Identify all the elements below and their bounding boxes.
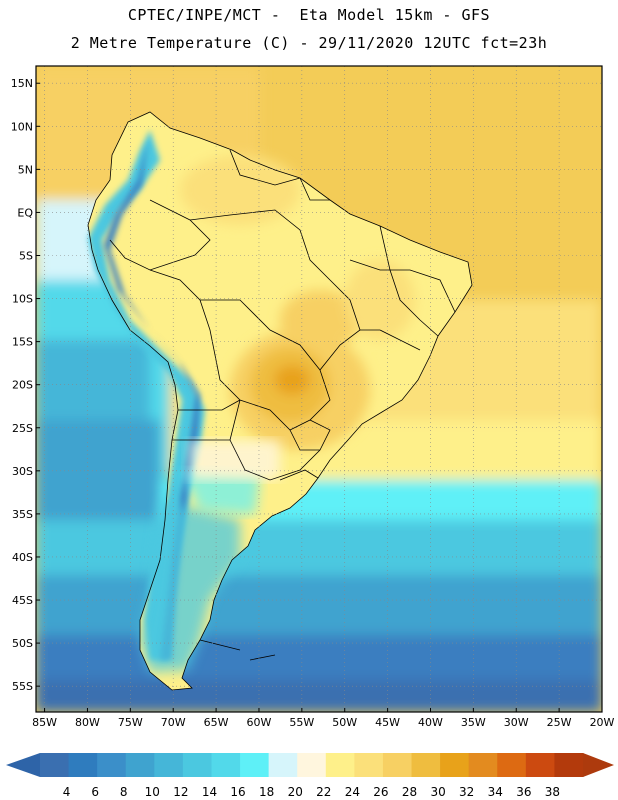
lon-label: 65W — [204, 716, 229, 729]
colorbar-label: 28 — [402, 785, 417, 799]
colorbar-swatch — [325, 753, 355, 777]
colorbar: 4 6 8 10 12 14 16 18 20 22 24 26 28 30 32 34 36 38 — [6, 753, 614, 799]
colorbar-label: 20 — [288, 785, 303, 799]
lat-label: 20S — [12, 379, 33, 392]
lat-label: 30S — [12, 465, 33, 478]
colorbar-swatch — [468, 753, 498, 777]
colorbar-swatch — [297, 753, 327, 777]
lon-label: 45W — [375, 716, 400, 729]
lat-label: 45S — [12, 594, 33, 607]
lon-label: 70W — [161, 716, 186, 729]
lat-label: 10N — [11, 120, 33, 133]
colorbar-swatch — [382, 753, 413, 777]
colorbar-swatch — [525, 753, 555, 777]
title-line-2: 2 Metre Temperature (C) - 29/11/2020 12U… — [70, 34, 548, 52]
colorbar-label: 10 — [145, 785, 160, 799]
colorbar-label: 24 — [345, 785, 360, 799]
colorbar-label: 4 — [63, 785, 71, 799]
colorbar-label: 14 — [202, 785, 217, 799]
colorbar-right-arrow — [583, 753, 614, 777]
colorbar-label: 34 — [488, 785, 503, 799]
colorbar-swatch — [40, 753, 70, 777]
longitude-labels: 85W 80W 75W 70W 65W 60W 55W 50W 45W 40W 35W 30W 25W 2… — [32, 708, 615, 729]
colorbar-swatch — [211, 753, 241, 777]
lat-label: 50S — [12, 637, 33, 650]
lon-label: 25W — [547, 716, 572, 729]
colorbar-swatch — [240, 753, 270, 777]
colorbar-label: 6 — [91, 785, 99, 799]
colorbar-swatch — [268, 753, 298, 777]
colorbar-swatch — [411, 753, 441, 777]
colorbar-label: 18 — [259, 785, 274, 799]
lon-label: 40W — [418, 716, 443, 729]
colorbar-label: 8 — [120, 785, 128, 799]
colorbar-swatch — [554, 753, 584, 777]
colorbar-label: 12 — [173, 785, 188, 799]
lat-label: 10S — [12, 293, 33, 306]
lat-label: 40S — [12, 551, 33, 564]
lat-label: EQ — [17, 206, 33, 219]
colorbar-swatch — [182, 753, 212, 777]
colorbar-label: 32 — [459, 785, 474, 799]
colorbar-swatch — [97, 753, 127, 777]
latitude-labels: 15N 10N 5N EQ 5S 10S 15S 20S 25S 30S 35S 40S 45S 50S 5… — [11, 77, 40, 693]
lon-label: 75W — [118, 716, 143, 729]
lon-label: 60W — [247, 716, 272, 729]
lat-label: 35S — [12, 508, 33, 521]
lat-label: 25S — [12, 422, 33, 435]
lon-label: 55W — [289, 716, 314, 729]
lat-label: 15N — [11, 77, 33, 90]
lon-label: 80W — [75, 716, 100, 729]
colorbar-left-arrow — [6, 753, 40, 777]
title-line-1: CPTEC/INPE/MCT - Eta Model 15km - GFS — [127, 6, 491, 24]
lat-label: 15S — [12, 336, 33, 349]
lat-label: 5S — [19, 249, 33, 262]
colorbar-label: 16 — [230, 785, 245, 799]
colorbar-label: 26 — [373, 785, 388, 799]
colorbar-swatch — [68, 753, 98, 777]
colorbar-swatch — [440, 753, 470, 777]
colorbar-label: 30 — [430, 785, 445, 799]
lon-label: 20W — [590, 716, 615, 729]
lon-label: 85W — [32, 716, 57, 729]
lon-label: 50W — [332, 716, 357, 729]
colorbar-label: 38 — [545, 785, 560, 799]
map-frame — [35, 65, 603, 713]
lat-label: 5N — [18, 163, 33, 176]
colorbar-swatch — [497, 753, 527, 777]
lon-label: 30W — [504, 716, 529, 729]
colorbar-label: 22 — [316, 785, 331, 799]
colorbar-swatch — [154, 753, 184, 777]
lon-label: 35W — [461, 716, 486, 729]
colorbar-swatch — [125, 753, 155, 777]
lat-label: 55S — [12, 680, 33, 693]
colorbar-label: 36 — [516, 785, 531, 799]
colorbar-swatch — [354, 753, 384, 777]
